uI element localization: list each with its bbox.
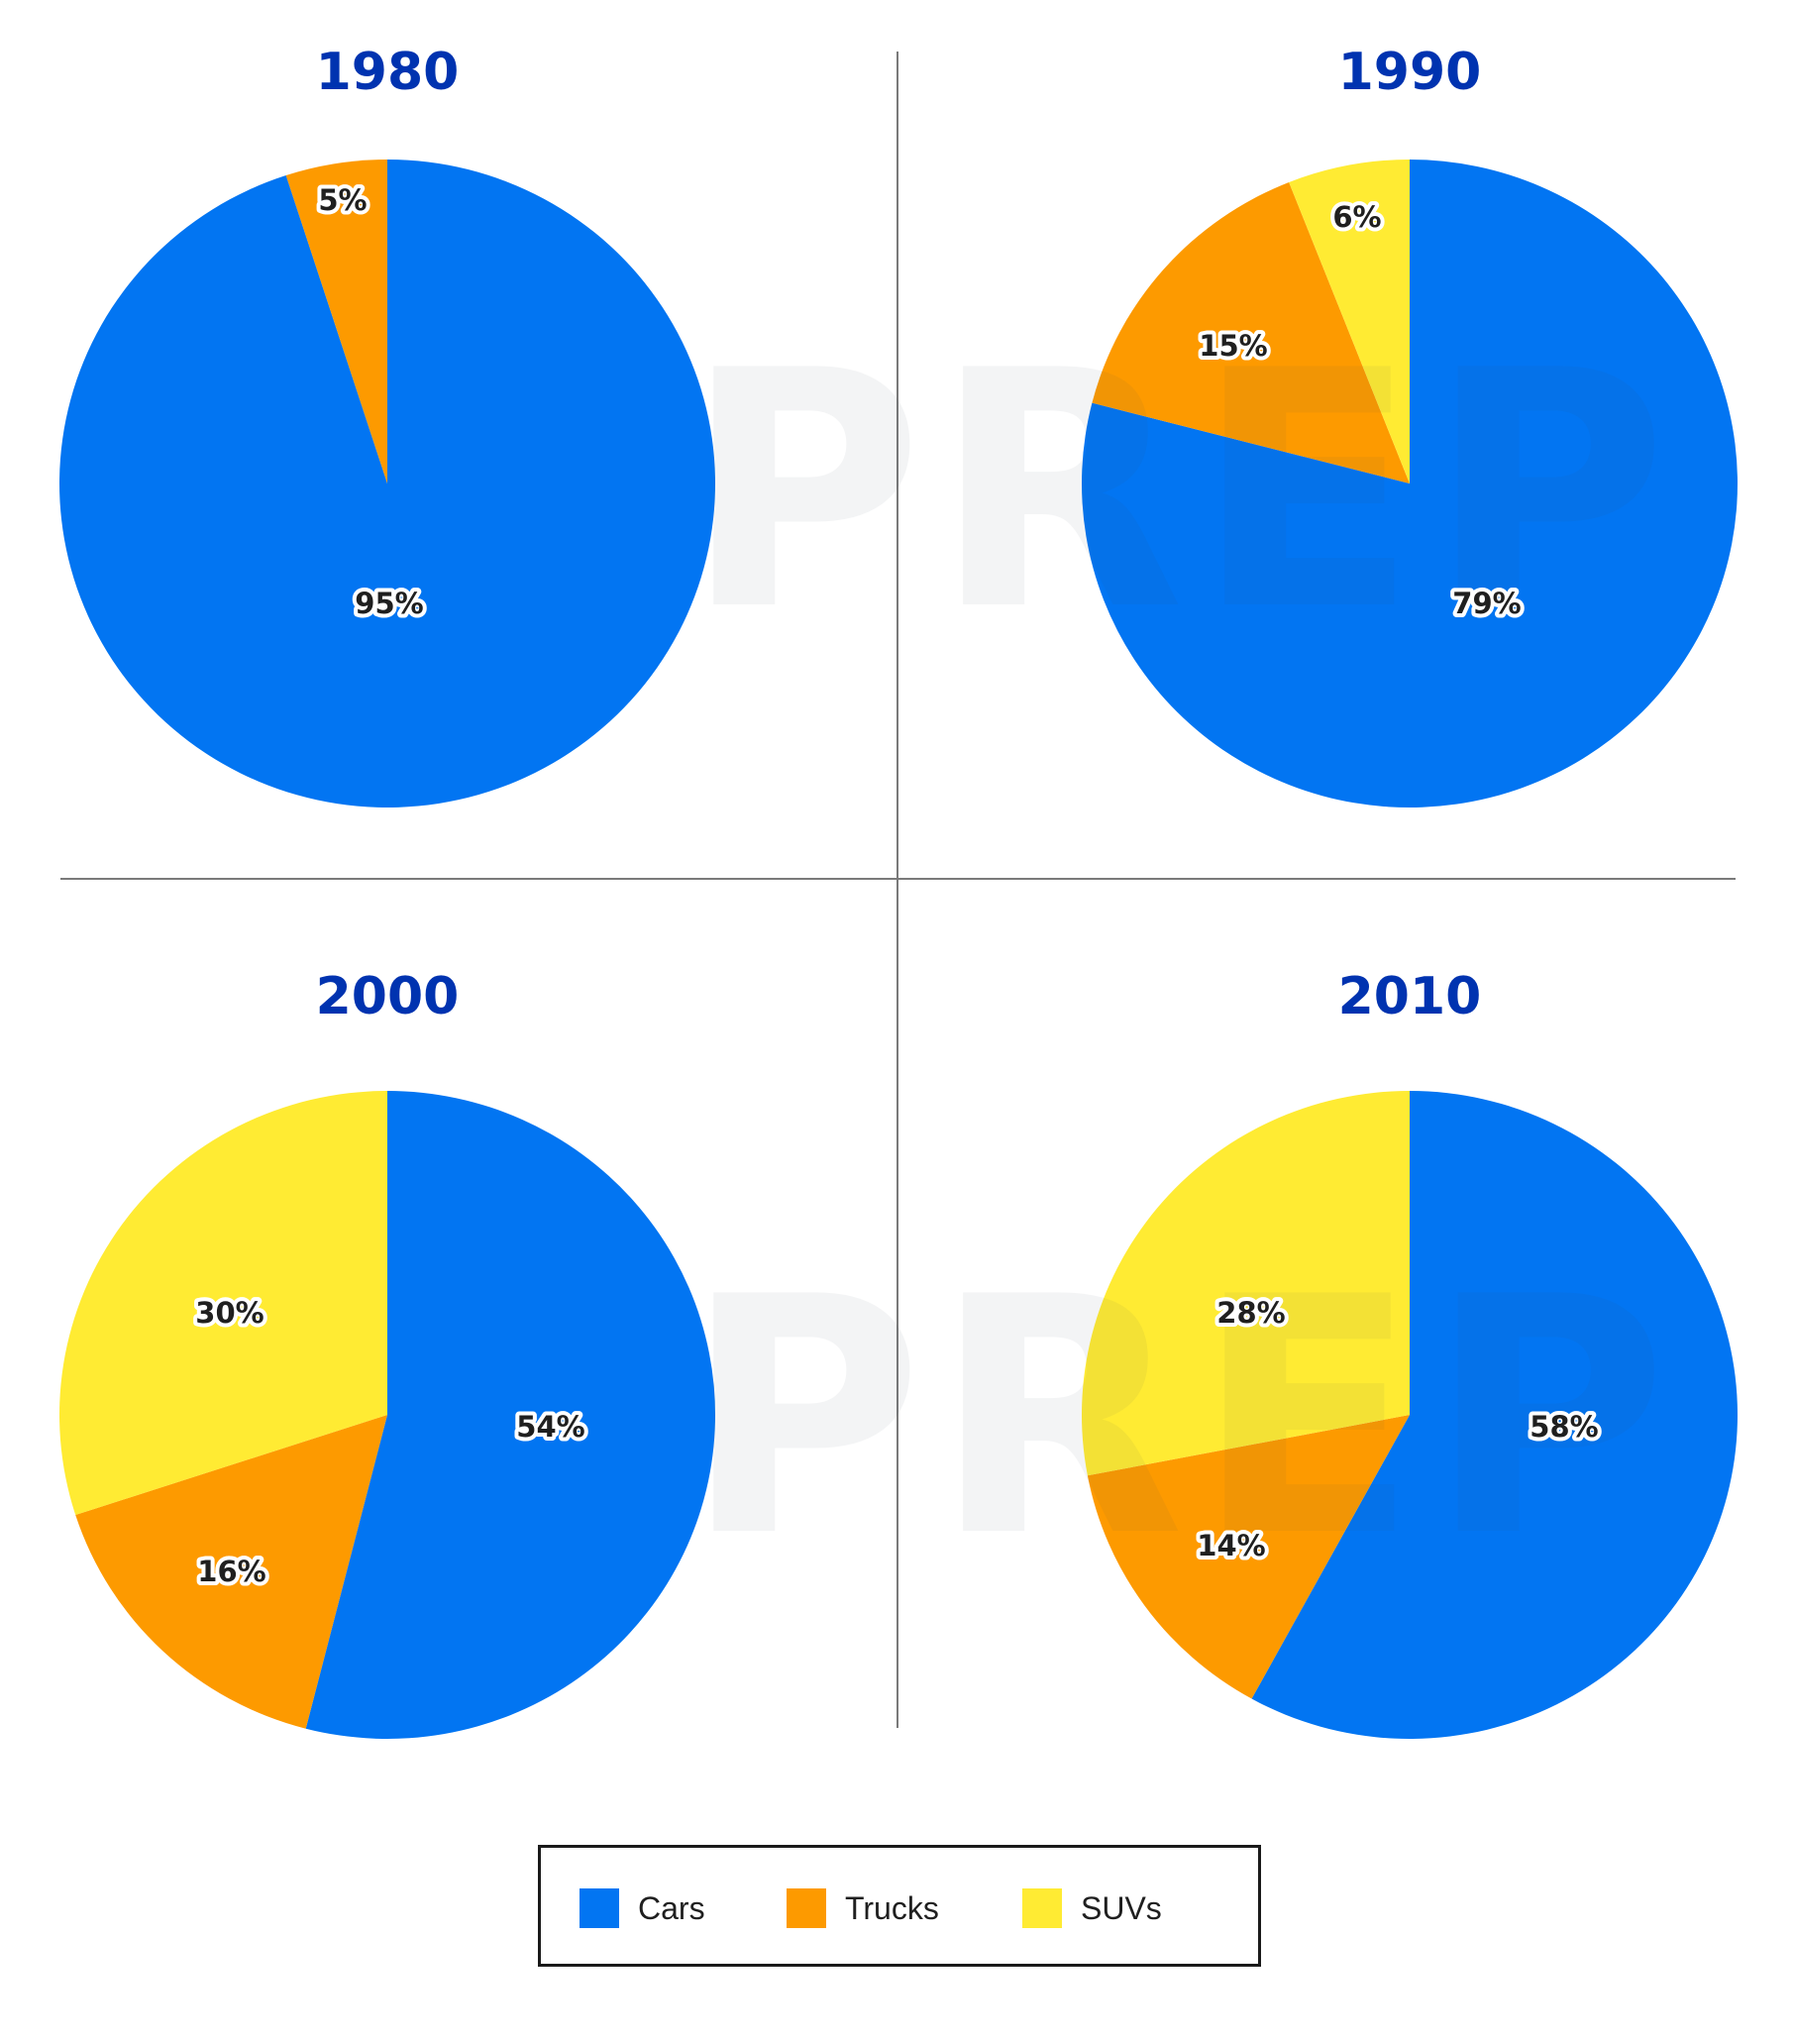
pie-title-1990: 1990 xyxy=(1338,43,1482,102)
legend-label-cars: Cars xyxy=(638,1889,705,1926)
slice-2000-trucks xyxy=(75,1415,388,1729)
legend-item-cars: Cars xyxy=(580,1888,705,1928)
label-1990-cars: 79% xyxy=(1452,587,1521,620)
pie-chart-2000 xyxy=(58,1091,716,1739)
label-1980-cars: 95% xyxy=(355,587,423,620)
label-2010-suvs: 28% xyxy=(1216,1296,1285,1330)
slice-2010-trucks xyxy=(1087,1415,1410,1699)
label-2010-cars: 58% xyxy=(1529,1410,1598,1444)
legend-label-suvs: SUVs xyxy=(1081,1889,1162,1926)
legend-label-trucks: Trucks xyxy=(845,1889,939,1926)
legend-swatch-cars xyxy=(580,1888,619,1928)
slice-1980-cars xyxy=(58,160,715,807)
pie-chart-1980 xyxy=(58,160,715,807)
pie-chart-2010 xyxy=(1082,1091,1739,1739)
pie-title-2000: 2000 xyxy=(316,967,460,1026)
legend-item-suvs: SUVs xyxy=(1022,1888,1162,1928)
label-2010-trucks: 14% xyxy=(1197,1529,1265,1562)
slice-2010-cars xyxy=(1251,1091,1739,1739)
slice-2010-suvs xyxy=(1082,1091,1410,1476)
legend-item-trucks: Trucks xyxy=(787,1888,939,1928)
pie-title-1980: 1980 xyxy=(316,43,460,102)
pie-title-2010: 2010 xyxy=(1338,967,1482,1026)
label-2000-cars: 54% xyxy=(516,1410,584,1444)
label-2000-suvs: 30% xyxy=(195,1296,264,1330)
slice-1990-trucks xyxy=(1092,181,1410,484)
label-1980-trucks: 5% xyxy=(318,183,367,217)
watermark-top: PREP xyxy=(684,301,1677,682)
legend: Cars Trucks SUVs xyxy=(538,1845,1261,1967)
label-1990-trucks: 15% xyxy=(1199,329,1267,363)
pie-chart-1990 xyxy=(1081,160,1738,807)
watermark-bottom: PREP xyxy=(684,1228,1677,1608)
legend-swatch-suvs xyxy=(1022,1888,1062,1928)
slice-1990-suvs xyxy=(1289,160,1410,484)
label-2000-trucks: 16% xyxy=(197,1555,265,1588)
slice-2000-cars xyxy=(305,1091,716,1739)
slice-2000-suvs xyxy=(58,1091,388,1516)
label-1990-suvs: 6% xyxy=(1332,200,1381,234)
legend-swatch-trucks xyxy=(787,1888,826,1928)
slice-1980-trucks xyxy=(285,160,387,484)
